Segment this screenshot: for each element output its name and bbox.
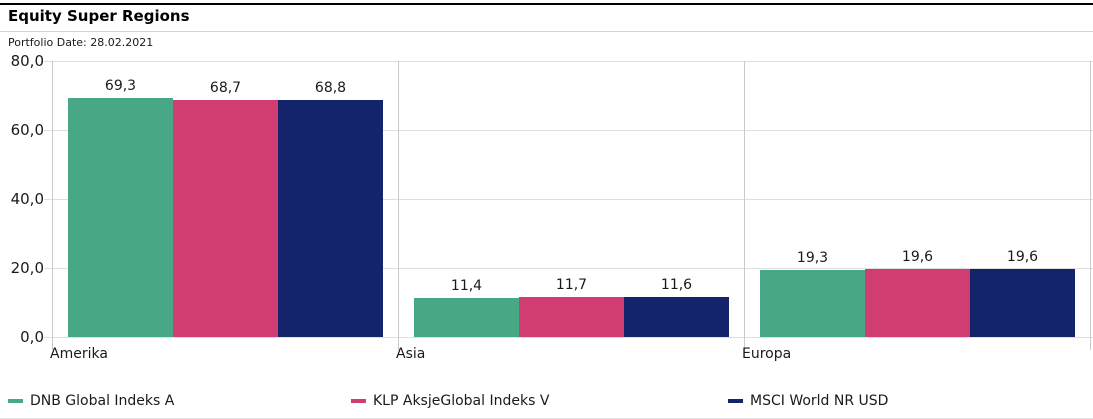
y-axis-tick-label: 80,0 xyxy=(10,52,44,70)
chart-legend: DNB Global Indeks A KLP AksjeGlobal Indek… xyxy=(0,392,1093,412)
legend-marker-dash-icon xyxy=(351,399,366,403)
bar-amerika-series2 xyxy=(173,100,278,337)
legend-series-label: KLP AksjeGlobal Indeks V xyxy=(373,393,550,409)
legend-item: MSCI World NR USD xyxy=(728,392,888,410)
bar-value-label: 19,3 xyxy=(796,250,829,266)
title-divider xyxy=(0,31,1093,32)
y-gridline xyxy=(44,60,1093,62)
legend-marker-dash-icon xyxy=(8,399,23,403)
legend-item: KLP AksjeGlobal Indeks V xyxy=(351,392,549,410)
bar-value-label: 11,4 xyxy=(450,278,483,294)
bar-europa-series1 xyxy=(760,270,865,337)
bar-value-label: 11,7 xyxy=(555,277,588,293)
plot-right-border xyxy=(1089,61,1091,350)
portfolio-date: Portfolio Date: 28.02.2021 xyxy=(8,36,154,49)
y-axis-tick-label: 20,0 xyxy=(10,259,44,277)
page-title: Equity Super Regions xyxy=(8,7,190,25)
y-axis-tick-label: 0,0 xyxy=(20,328,44,346)
bar-value-label: 68,7 xyxy=(209,80,242,96)
legend-series-label: MSCI World NR USD xyxy=(750,393,889,409)
y-gridline xyxy=(44,129,1093,131)
y-axis-tick-label: 60,0 xyxy=(10,121,44,139)
top-rule xyxy=(0,3,1093,5)
y-gridline xyxy=(44,336,1093,338)
legend-series-label: DNB Global Indeks A xyxy=(30,393,175,409)
y-gridline xyxy=(44,267,1093,269)
bar-amerika-series3 xyxy=(278,100,383,337)
y-gridline xyxy=(44,198,1093,200)
bar-asia-series1 xyxy=(414,298,519,337)
legend-item: DNB Global Indeks A xyxy=(8,392,174,410)
bar-value-label: 19,6 xyxy=(1006,249,1039,265)
y-axis-tick-label: 40,0 xyxy=(10,190,44,208)
bar-value-label: 69,3 xyxy=(104,78,137,94)
category-label-europa: Europa xyxy=(742,346,792,362)
bar-value-label: 68,8 xyxy=(314,80,347,96)
bar-europa-series2 xyxy=(865,269,970,337)
bar-value-label: 11,6 xyxy=(660,277,693,293)
panel-separator xyxy=(397,61,399,350)
category-label-amerika: Amerika xyxy=(50,346,108,362)
bar-asia-series3 xyxy=(624,297,729,337)
y-axis-line xyxy=(51,61,53,350)
legend-marker-dash-icon xyxy=(728,399,743,403)
bar-amerika-series1 xyxy=(68,98,173,337)
bar-value-label: 19,6 xyxy=(901,249,934,265)
category-label-asia: Asia xyxy=(396,346,426,362)
bar-europa-series3 xyxy=(970,269,1075,337)
bar-asia-series2 xyxy=(519,297,624,337)
panel-separator xyxy=(743,61,745,350)
bar-chart-plot-area: 69,3 68,7 68,8 Amerika 11,4 11,7 11,6 Asia 19,3 1… xyxy=(44,60,1093,362)
